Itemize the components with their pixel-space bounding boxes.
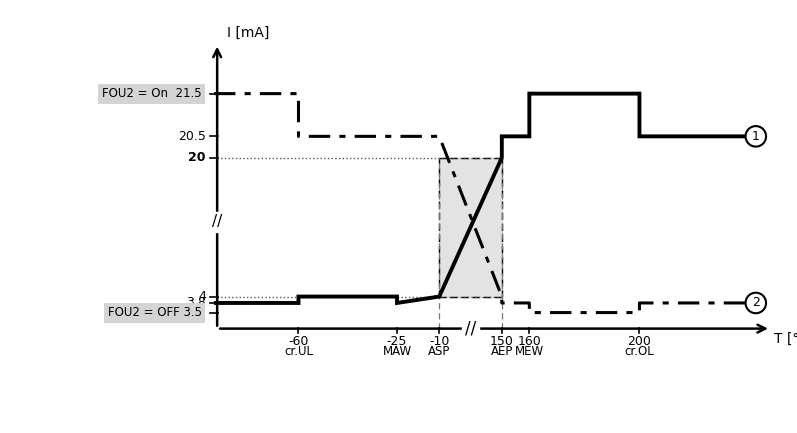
- Text: AEP: AEP: [491, 345, 513, 358]
- Text: ASP: ASP: [428, 345, 450, 358]
- Text: 20.5: 20.5: [178, 130, 206, 143]
- Text: MAW: MAW: [383, 345, 411, 358]
- Text: -25: -25: [387, 335, 407, 348]
- Text: cr.UL: cr.UL: [284, 345, 313, 358]
- Text: 1: 1: [752, 130, 760, 143]
- Text: 200: 200: [627, 335, 651, 348]
- Text: 4: 4: [198, 290, 206, 303]
- Text: 3.5: 3.5: [186, 306, 206, 319]
- Text: //: //: [465, 320, 476, 338]
- Polygon shape: [439, 158, 502, 297]
- Text: FOU2 = OFF 3.5: FOU2 = OFF 3.5: [108, 306, 202, 319]
- Text: //: //: [212, 214, 222, 229]
- Text: -60: -60: [289, 335, 308, 348]
- Text: cr.OL: cr.OL: [625, 345, 654, 358]
- Text: 20: 20: [188, 151, 206, 164]
- Text: 150: 150: [490, 335, 514, 348]
- Text: T [°C]: T [°C]: [774, 332, 797, 346]
- Text: 2: 2: [752, 297, 760, 310]
- Text: FOU2 = On  21.5: FOU2 = On 21.5: [102, 87, 202, 100]
- Text: -10: -10: [429, 335, 450, 348]
- Text: I [mA]: I [mA]: [226, 26, 269, 40]
- Text: MEW: MEW: [515, 345, 544, 358]
- Text: 3.8: 3.8: [186, 297, 206, 310]
- Text: 160: 160: [517, 335, 541, 348]
- Text: 21.5: 21.5: [179, 87, 206, 100]
